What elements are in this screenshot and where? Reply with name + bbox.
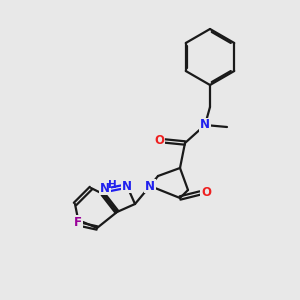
- Text: O: O: [154, 134, 164, 146]
- Text: N: N: [145, 179, 155, 193]
- Text: N: N: [122, 179, 132, 193]
- Text: O: O: [201, 187, 211, 200]
- Text: N: N: [100, 182, 110, 194]
- Text: N: N: [200, 118, 210, 131]
- Text: H: H: [108, 180, 116, 190]
- Text: F: F: [74, 215, 82, 229]
